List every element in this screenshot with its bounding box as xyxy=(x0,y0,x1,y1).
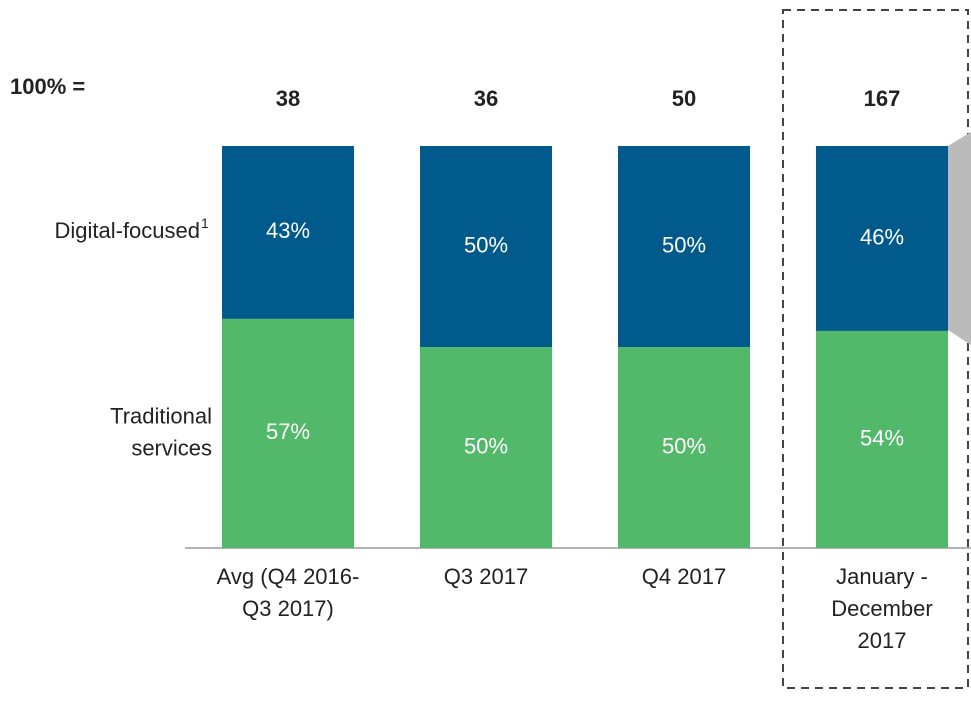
total-value: 38 xyxy=(276,86,300,111)
x-tick-label: Q4 2017 xyxy=(642,564,726,589)
value-label: 43% xyxy=(266,218,310,243)
value-label: 50% xyxy=(662,232,706,257)
x-tick-label: Avg (Q4 2016-Q3 2017) xyxy=(217,564,360,621)
bar-segment xyxy=(420,146,552,347)
bar-segment xyxy=(222,146,354,319)
x-tick-label: Q3 2017 xyxy=(444,564,528,589)
total-value: 36 xyxy=(474,86,498,111)
value-label: 50% xyxy=(464,232,508,257)
series-label: Traditional services xyxy=(110,403,212,460)
callout-wedge xyxy=(948,132,971,345)
bar-segment xyxy=(222,318,354,548)
series-label: Digital-focused xyxy=(54,218,200,243)
value-label: 50% xyxy=(662,433,706,458)
value-label: 54% xyxy=(860,425,904,450)
footnote-mark: 1 xyxy=(201,215,209,231)
value-label: 46% xyxy=(860,224,904,249)
bar-segment xyxy=(618,347,750,548)
bar-segment xyxy=(816,146,948,331)
bar-segment xyxy=(816,330,948,548)
highlight-box xyxy=(782,9,969,689)
total-value: 167 xyxy=(864,86,901,111)
value-label: 50% xyxy=(464,433,508,458)
x-tick-label: January -December 2017 xyxy=(831,564,932,653)
bar-segment xyxy=(420,347,552,548)
value-label: 57% xyxy=(266,419,310,444)
total-value: 50 xyxy=(672,86,696,111)
total-label: 100% = xyxy=(10,74,85,99)
bar-segment xyxy=(618,146,750,347)
